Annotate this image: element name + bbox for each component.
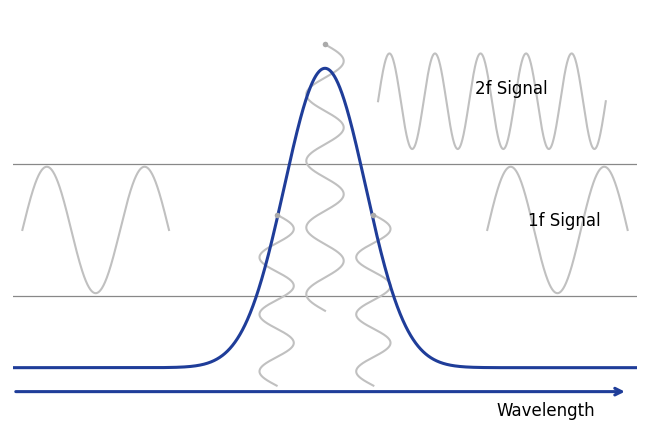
Text: Wavelength: Wavelength	[497, 402, 595, 420]
Text: 2f Signal: 2f Signal	[474, 80, 547, 98]
Text: 1f Signal: 1f Signal	[528, 212, 601, 230]
